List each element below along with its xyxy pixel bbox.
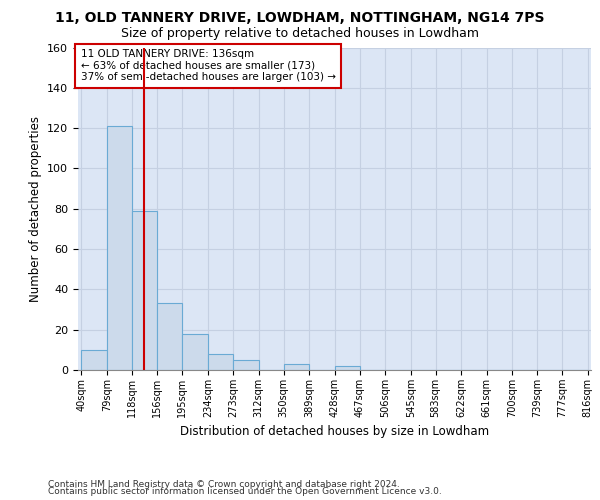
- Y-axis label: Number of detached properties: Number of detached properties: [29, 116, 41, 302]
- Bar: [107, 126, 132, 370]
- Text: Contains public sector information licensed under the Open Government Licence v3: Contains public sector information licen…: [48, 487, 442, 496]
- X-axis label: Distribution of detached houses by size in Lowdham: Distribution of detached houses by size …: [180, 426, 489, 438]
- Text: 11, OLD TANNERY DRIVE, LOWDHAM, NOTTINGHAM, NG14 7PS: 11, OLD TANNERY DRIVE, LOWDHAM, NOTTINGH…: [55, 12, 545, 26]
- Text: 11 OLD TANNERY DRIVE: 136sqm
← 63% of detached houses are smaller (173)
37% of s: 11 OLD TANNERY DRIVE: 136sqm ← 63% of de…: [80, 49, 335, 82]
- Bar: [132, 211, 157, 370]
- Bar: [81, 350, 107, 370]
- Text: Contains HM Land Registry data © Crown copyright and database right 2024.: Contains HM Land Registry data © Crown c…: [48, 480, 400, 489]
- Bar: [208, 354, 233, 370]
- Bar: [233, 360, 259, 370]
- Bar: [182, 334, 208, 370]
- Text: Size of property relative to detached houses in Lowdham: Size of property relative to detached ho…: [121, 28, 479, 40]
- Bar: [335, 366, 360, 370]
- Bar: [157, 304, 182, 370]
- Bar: [284, 364, 309, 370]
